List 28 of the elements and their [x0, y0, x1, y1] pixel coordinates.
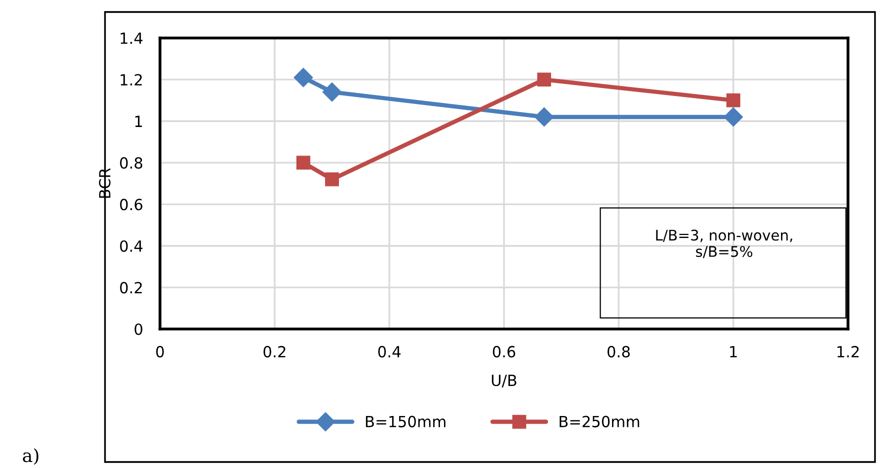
x-tick-label: 0.4 [378, 346, 401, 358]
point [325, 172, 339, 186]
legend-label: B=250mm [560, 416, 640, 428]
y-tick-label: 1.4 [120, 32, 142, 44]
point [322, 82, 342, 102]
x-tick-label: 1 [730, 346, 737, 358]
y-tick-label: 0.8 [120, 157, 142, 169]
x-tick-label: 0.8 [608, 346, 630, 358]
text: a) [22, 448, 38, 465]
y-tick-label: 0.6 [120, 198, 142, 210]
point [534, 107, 554, 127]
x-tick-label: 0.6 [492, 346, 516, 358]
x-axis-title: U/B [492, 374, 516, 388]
point [724, 107, 743, 127]
point [537, 72, 552, 87]
y-tick-label: 0.2 [120, 282, 142, 294]
point [726, 93, 740, 108]
y-tick-label: 1.2 [120, 74, 142, 86]
point [296, 156, 310, 170]
x-tick-label: 0 [156, 346, 164, 358]
legend-label: B=150mm [366, 416, 446, 428]
y-tick-label: 0.4 [120, 240, 142, 252]
point [294, 68, 313, 88]
x-tick-label: 0.2 [264, 346, 286, 358]
annotation: L/B=3, non-woven, s/B=5% [656, 230, 792, 258]
y-tick-label: 1 [135, 116, 142, 127]
y-tick-label: 0 [134, 323, 142, 336]
x-tick-label: 1.2 [838, 346, 859, 358]
